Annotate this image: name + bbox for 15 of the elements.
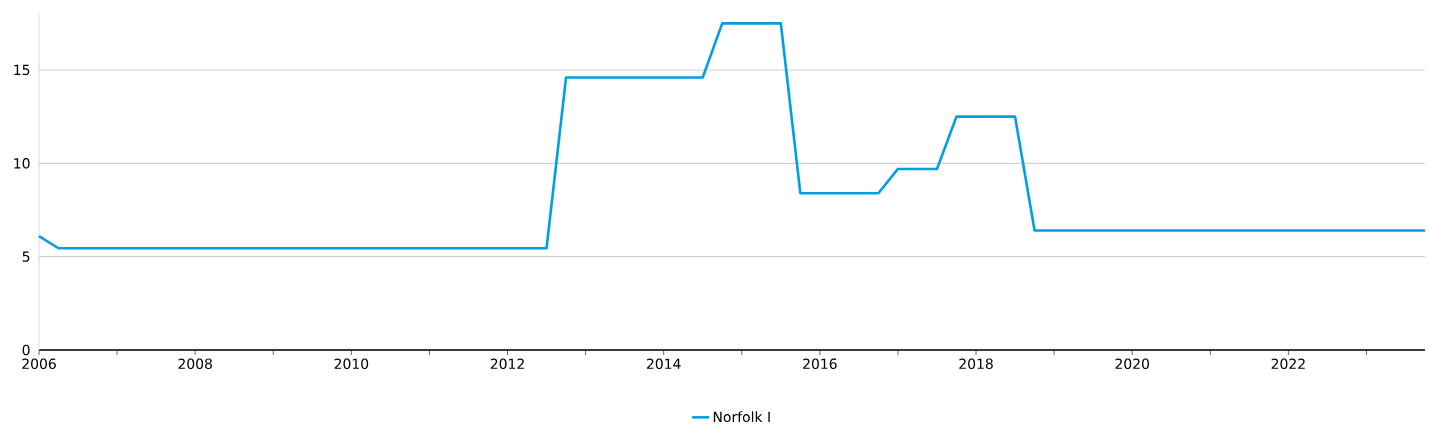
- x-tick-label: 2014: [646, 358, 681, 370]
- legend-label: Norfolk I: [713, 411, 770, 423]
- x-tick-label: 2022: [1271, 358, 1305, 370]
- y-tick-label: 5: [22, 251, 30, 262]
- y-tick-label: 15: [14, 64, 30, 76]
- line-series: [37, 22, 1427, 250]
- y-tick-label: 0: [22, 344, 30, 356]
- x-tick-label: 2008: [178, 358, 212, 370]
- x-tick-label: 2016: [803, 358, 837, 370]
- x-tick-label: 2010: [334, 358, 369, 370]
- x-tick-label: 2012: [490, 358, 524, 370]
- y-tick-label: 10: [14, 158, 30, 169]
- x-tick-label: 2020: [1115, 358, 1150, 370]
- x-tick-label: 2006: [22, 358, 56, 370]
- x-tick-label: 2018: [959, 358, 993, 370]
